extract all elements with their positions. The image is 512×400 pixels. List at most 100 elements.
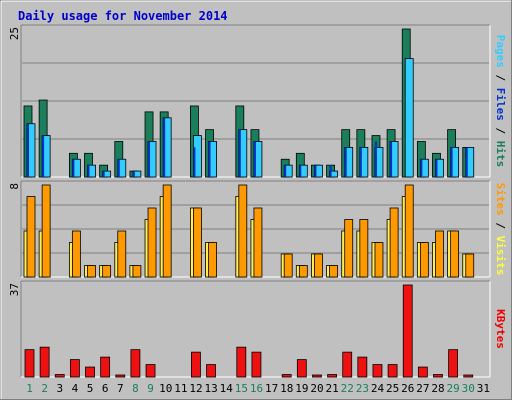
bar-sites-day-5 bbox=[87, 265, 96, 278]
day-label-25: 25 bbox=[386, 382, 399, 395]
bar-files-day-5 bbox=[87, 165, 90, 177]
bar-files-day-12 bbox=[193, 147, 196, 177]
day-label-10: 10 bbox=[159, 382, 172, 395]
day-label-9: 9 bbox=[147, 382, 154, 395]
day-label-13: 13 bbox=[204, 382, 217, 395]
bar-files-day-25 bbox=[390, 141, 393, 177]
day-label-14: 14 bbox=[220, 382, 234, 395]
ymax-label: 37 bbox=[8, 283, 21, 296]
panel-1: 25 Pages / Files / Hits bbox=[8, 24, 507, 178]
bar-files-day-29 bbox=[450, 147, 453, 177]
bar-files-day-13 bbox=[208, 141, 211, 177]
bar-files-day-2 bbox=[42, 135, 45, 177]
bar-kbytes-day-2 bbox=[39, 346, 50, 378]
bar-kbytes-day-27 bbox=[417, 366, 428, 378]
panel-2: 8 Sites / Visits bbox=[8, 180, 507, 278]
y-axis-label: Pages / Files / Hits bbox=[494, 35, 507, 168]
day-label-15: 15 bbox=[235, 382, 248, 395]
bar-files-day-18 bbox=[284, 165, 287, 177]
bar-sites-day-25 bbox=[389, 207, 399, 278]
bar-sites-day-2 bbox=[41, 184, 51, 278]
day-label-26: 26 bbox=[401, 382, 414, 395]
y-axis-label: KBytes bbox=[494, 309, 507, 349]
bar-files-day-4 bbox=[72, 159, 75, 177]
day-label-23: 23 bbox=[356, 382, 369, 395]
y-axis-label-part: KBytes bbox=[494, 309, 507, 349]
panel-3: 37 KBytes bbox=[8, 280, 507, 378]
day-label-8: 8 bbox=[132, 382, 139, 395]
bar-files-day-16 bbox=[253, 141, 256, 177]
bar-kbytes-day-21 bbox=[327, 374, 337, 378]
bar-files-day-21 bbox=[329, 165, 332, 177]
day-label-27: 27 bbox=[416, 382, 429, 395]
bar-files-day-9 bbox=[148, 141, 151, 177]
bar-kbytes-day-16 bbox=[251, 351, 262, 378]
bar-sites-day-1 bbox=[26, 196, 36, 278]
y-axis-label: Sites / Visits bbox=[494, 183, 507, 276]
bar-sites-day-26 bbox=[404, 184, 414, 278]
bar-kbytes-day-24 bbox=[372, 364, 383, 378]
bar-files-day-20 bbox=[314, 165, 317, 177]
bar-kbytes-day-7 bbox=[115, 374, 126, 378]
day-label-12: 12 bbox=[189, 382, 202, 395]
bar-files-day-6 bbox=[102, 171, 105, 177]
bar-sites-day-22 bbox=[344, 219, 354, 278]
day-label-16: 16 bbox=[250, 382, 263, 395]
bar-files-day-23 bbox=[359, 147, 362, 177]
y-axis-label-part: Files bbox=[494, 88, 507, 121]
day-label-28: 28 bbox=[431, 382, 444, 395]
bar-sites-day-21 bbox=[329, 265, 338, 278]
chart-title: Daily usage for November 2014 bbox=[18, 9, 228, 23]
bar-sites-day-30 bbox=[465, 253, 475, 278]
bar-files-day-19 bbox=[299, 165, 302, 177]
bar-sites-day-6 bbox=[102, 265, 112, 278]
day-label-5: 5 bbox=[87, 382, 94, 395]
bar-sites-day-9 bbox=[147, 207, 157, 278]
y-axis-label-part: Visits bbox=[494, 236, 507, 276]
bar-sites-day-24 bbox=[374, 242, 384, 278]
bar-kbytes-day-8 bbox=[130, 349, 141, 378]
bar-kbytes-day-15 bbox=[236, 346, 247, 378]
day-label-24: 24 bbox=[371, 382, 385, 395]
bar-sites-day-27 bbox=[419, 242, 429, 278]
ymax-label: 25 bbox=[8, 27, 21, 40]
bar-sites-day-10 bbox=[162, 184, 172, 278]
bar-files-day-22 bbox=[344, 147, 347, 177]
bar-kbytes-day-5 bbox=[85, 366, 95, 378]
bar-sites-day-8 bbox=[132, 265, 142, 278]
bar-kbytes-day-3 bbox=[54, 374, 65, 378]
bar-kbytes-day-6 bbox=[100, 356, 111, 378]
bar-sites-day-20 bbox=[314, 253, 323, 278]
day-label-4: 4 bbox=[72, 382, 79, 395]
bar-kbytes-day-12 bbox=[191, 351, 201, 378]
day-label-6: 6 bbox=[102, 382, 109, 395]
bar-files-day-24 bbox=[374, 141, 377, 177]
bar-sites-day-19 bbox=[298, 265, 308, 278]
y-axis-label-part: Sites bbox=[494, 183, 507, 216]
day-label-1: 1 bbox=[26, 382, 33, 395]
bar-files-day-15 bbox=[238, 129, 241, 177]
day-label-2: 2 bbox=[41, 382, 48, 395]
day-label-21: 21 bbox=[326, 382, 339, 395]
day-label-29: 29 bbox=[447, 382, 460, 395]
day-label-18: 18 bbox=[280, 382, 293, 395]
bar-pages-day-26 bbox=[404, 58, 414, 178]
bar-kbytes-day-26 bbox=[402, 284, 413, 378]
bar-kbytes-day-9 bbox=[145, 364, 156, 378]
bar-kbytes-day-13 bbox=[206, 364, 216, 378]
y-axis-label-part: / bbox=[494, 68, 507, 88]
y-axis-label-part: / bbox=[494, 216, 507, 236]
bar-kbytes-day-19 bbox=[296, 359, 307, 378]
bar-files-day-27 bbox=[420, 159, 423, 177]
day-label-22: 22 bbox=[341, 382, 354, 395]
bar-files-day-28 bbox=[435, 159, 438, 177]
bar-kbytes-day-22 bbox=[342, 351, 353, 378]
bar-sites-day-16 bbox=[253, 207, 263, 278]
bar-sites-day-4 bbox=[71, 230, 81, 278]
bar-kbytes-day-28 bbox=[433, 374, 443, 378]
bar-sites-day-28 bbox=[435, 230, 444, 278]
bar-kbytes-day-25 bbox=[387, 364, 398, 378]
y-axis-label-part: / bbox=[494, 121, 507, 141]
